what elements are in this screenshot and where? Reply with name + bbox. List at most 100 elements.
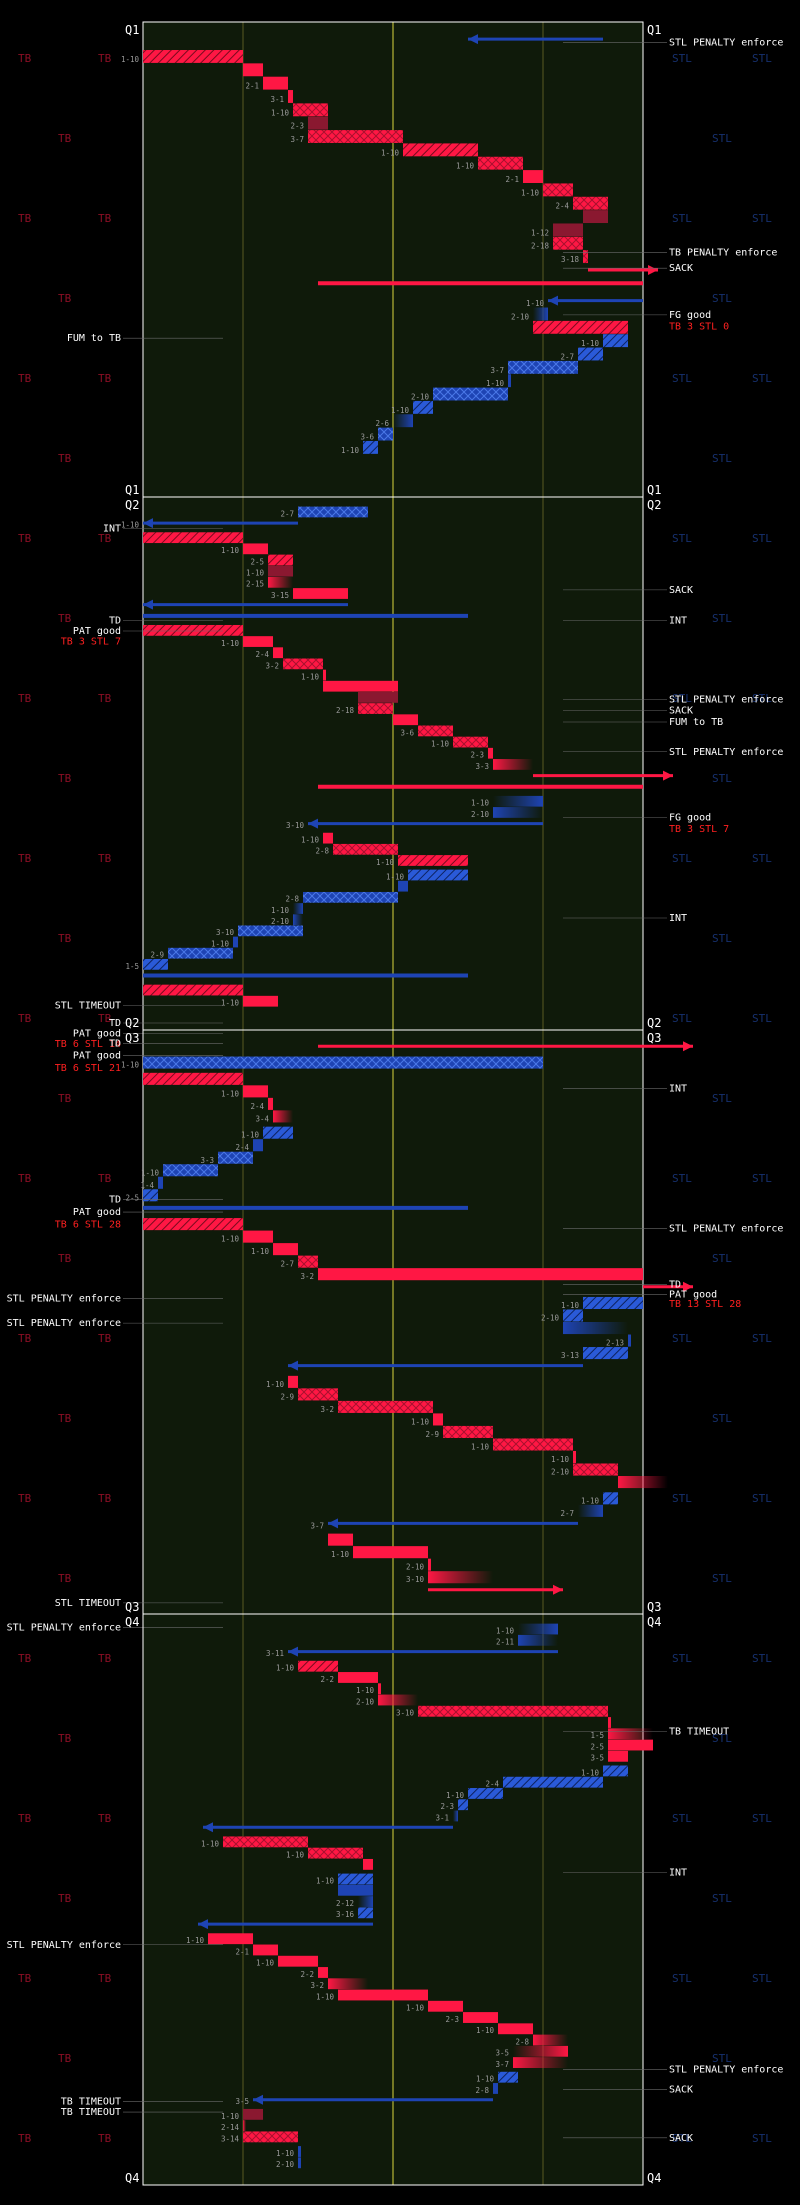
play-bar	[608, 1750, 628, 1762]
away-watermark: STL	[672, 852, 692, 865]
home-watermark: TB	[98, 2132, 112, 2145]
play-bar	[508, 374, 511, 388]
away-watermark: STL	[672, 1972, 692, 1985]
play-bar	[513, 2045, 568, 2057]
quarter-q1	[123, 21, 667, 498]
away-watermark: STL	[712, 292, 732, 305]
down-distance-label: 1-10	[476, 2075, 495, 2084]
down-distance-label: 3-14	[221, 2134, 240, 2143]
home-watermark: TB	[58, 772, 72, 785]
down-distance-label: 1-10	[121, 521, 140, 530]
play-bar	[393, 714, 418, 726]
down-distance-label: 2-10	[511, 312, 530, 321]
away-watermark: STL	[712, 1572, 732, 1585]
quarter-label: Q1	[125, 483, 139, 497]
play-bar	[443, 1425, 493, 1438]
play-bar	[608, 1728, 653, 1740]
play-bar	[563, 1309, 583, 1322]
play-bar	[293, 903, 303, 914]
play-bar	[533, 2034, 568, 2046]
down-distance-label: 3-2	[320, 1405, 334, 1414]
play-bar	[243, 1230, 273, 1243]
down-distance-label: 1-10	[561, 1301, 580, 1310]
down-distance-label: 3-3	[475, 762, 489, 771]
event-label: TB 6 STL 14	[55, 1039, 121, 1050]
down-distance-label: 3-5	[590, 1754, 604, 1763]
down-distance-label: 1-10	[411, 1417, 430, 1426]
home-watermark: TB	[98, 1972, 112, 1985]
home-watermark: TB	[98, 212, 112, 225]
play-bar	[293, 103, 328, 117]
event-label: TD	[669, 1279, 681, 1290]
play-bar	[243, 2131, 298, 2143]
event-label: INT	[669, 913, 687, 924]
arrow-head	[198, 1919, 208, 1930]
down-distance-label: 1-10	[446, 1791, 465, 1800]
event-label: SACK	[669, 706, 693, 717]
down-distance-label: 1-10	[331, 1550, 350, 1559]
play-bar	[243, 995, 278, 1007]
play-bar	[413, 400, 433, 414]
down-distance-label: 2-4	[250, 1102, 264, 1111]
quarter-q4	[123, 1613, 667, 2186]
play-bar	[553, 223, 583, 237]
down-distance-label: 1-10	[521, 188, 540, 197]
away-watermark: STL	[672, 692, 692, 705]
down-distance-label: 3-13	[561, 1351, 579, 1360]
arrow-head	[683, 1041, 693, 1052]
event-label: TB 6 STL 21	[55, 1063, 121, 1074]
away-watermark: STL	[752, 1972, 772, 1985]
away-watermark: STL	[712, 452, 732, 465]
event-label: TB PENALTY enforce	[669, 248, 777, 259]
down-distance-label: 1-10	[431, 739, 450, 748]
event-label: TB 3 STL 0	[669, 322, 729, 333]
play-bar	[298, 1660, 338, 1672]
down-distance-label: 1-10	[256, 1959, 275, 1968]
away-watermark: STL	[672, 1652, 692, 1665]
home-watermark: TB	[18, 2132, 32, 2145]
away-watermark: STL	[712, 1732, 732, 1745]
play-bar	[143, 1056, 543, 1069]
down-distance-label: 2-10	[541, 1314, 560, 1323]
down-distance-label: 3-1	[270, 95, 284, 104]
play-bar	[288, 1375, 298, 1388]
play-bar	[608, 1739, 653, 1751]
play-bar	[268, 1097, 273, 1110]
quarter-label: Q4	[647, 1615, 661, 1629]
down-distance-label: 3-10	[286, 821, 305, 830]
play-bar	[353, 1546, 428, 1559]
down-distance-label: 2-10	[271, 917, 290, 926]
down-distance-label: 2-12	[336, 1899, 354, 1908]
quarter-label: Q3	[125, 1600, 139, 1614]
play-bar	[398, 855, 468, 866]
play-bar	[243, 636, 273, 647]
play-bar	[578, 347, 603, 361]
play-bar	[168, 947, 233, 959]
away-watermark: STL	[752, 212, 772, 225]
home-watermark: TB	[58, 2052, 72, 2065]
play-bar	[143, 958, 168, 970]
down-distance-label: 1-10	[271, 108, 290, 117]
event-label: INT	[669, 1867, 687, 1878]
play-bar	[518, 1623, 558, 1635]
quarter-label: Q4	[125, 2171, 139, 2185]
event-label: STL TIMEOUT	[55, 1598, 121, 1609]
event-label: STL PENALTY enforce	[669, 694, 783, 705]
arrow-head	[553, 1584, 563, 1595]
down-distance-label: 1-10	[241, 1131, 260, 1140]
play-bar	[433, 1413, 443, 1426]
down-distance-label: 2-8	[285, 895, 299, 904]
down-distance-label: 2-4	[255, 650, 269, 659]
down-distance-label: 1-10	[406, 2004, 425, 2013]
play-bar	[418, 725, 453, 737]
play-bar	[493, 759, 533, 770]
down-distance-label: 1-10	[211, 939, 230, 948]
home-watermark: TB	[58, 612, 72, 625]
play-bar	[273, 1243, 298, 1256]
down-distance-label: 1-10	[471, 799, 490, 808]
home-watermark: TB	[18, 1972, 32, 1985]
event-label: TD	[109, 1195, 121, 1206]
play-bar	[488, 747, 493, 759]
quarter-label: Q3	[125, 1031, 139, 1045]
play-bar	[338, 1884, 373, 1896]
